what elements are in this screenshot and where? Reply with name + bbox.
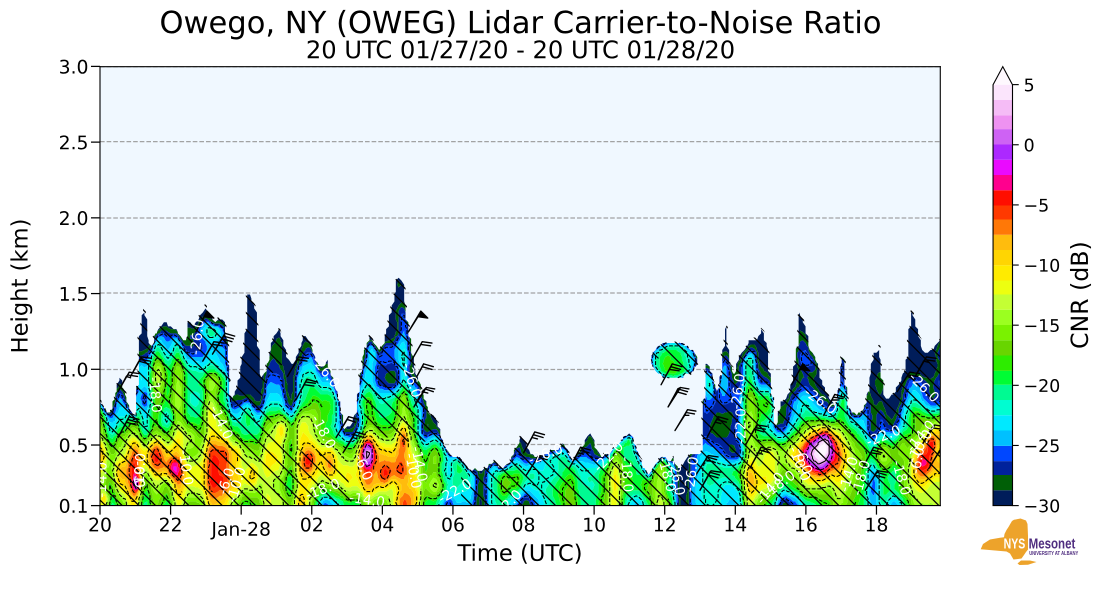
svg-text:UNIVERSITY AT ALBANY: UNIVERSITY AT ALBANY <box>1029 550 1079 557</box>
svg-text:Mesonet: Mesonet <box>1029 535 1076 552</box>
svg-text:NYS: NYS <box>1004 535 1026 552</box>
